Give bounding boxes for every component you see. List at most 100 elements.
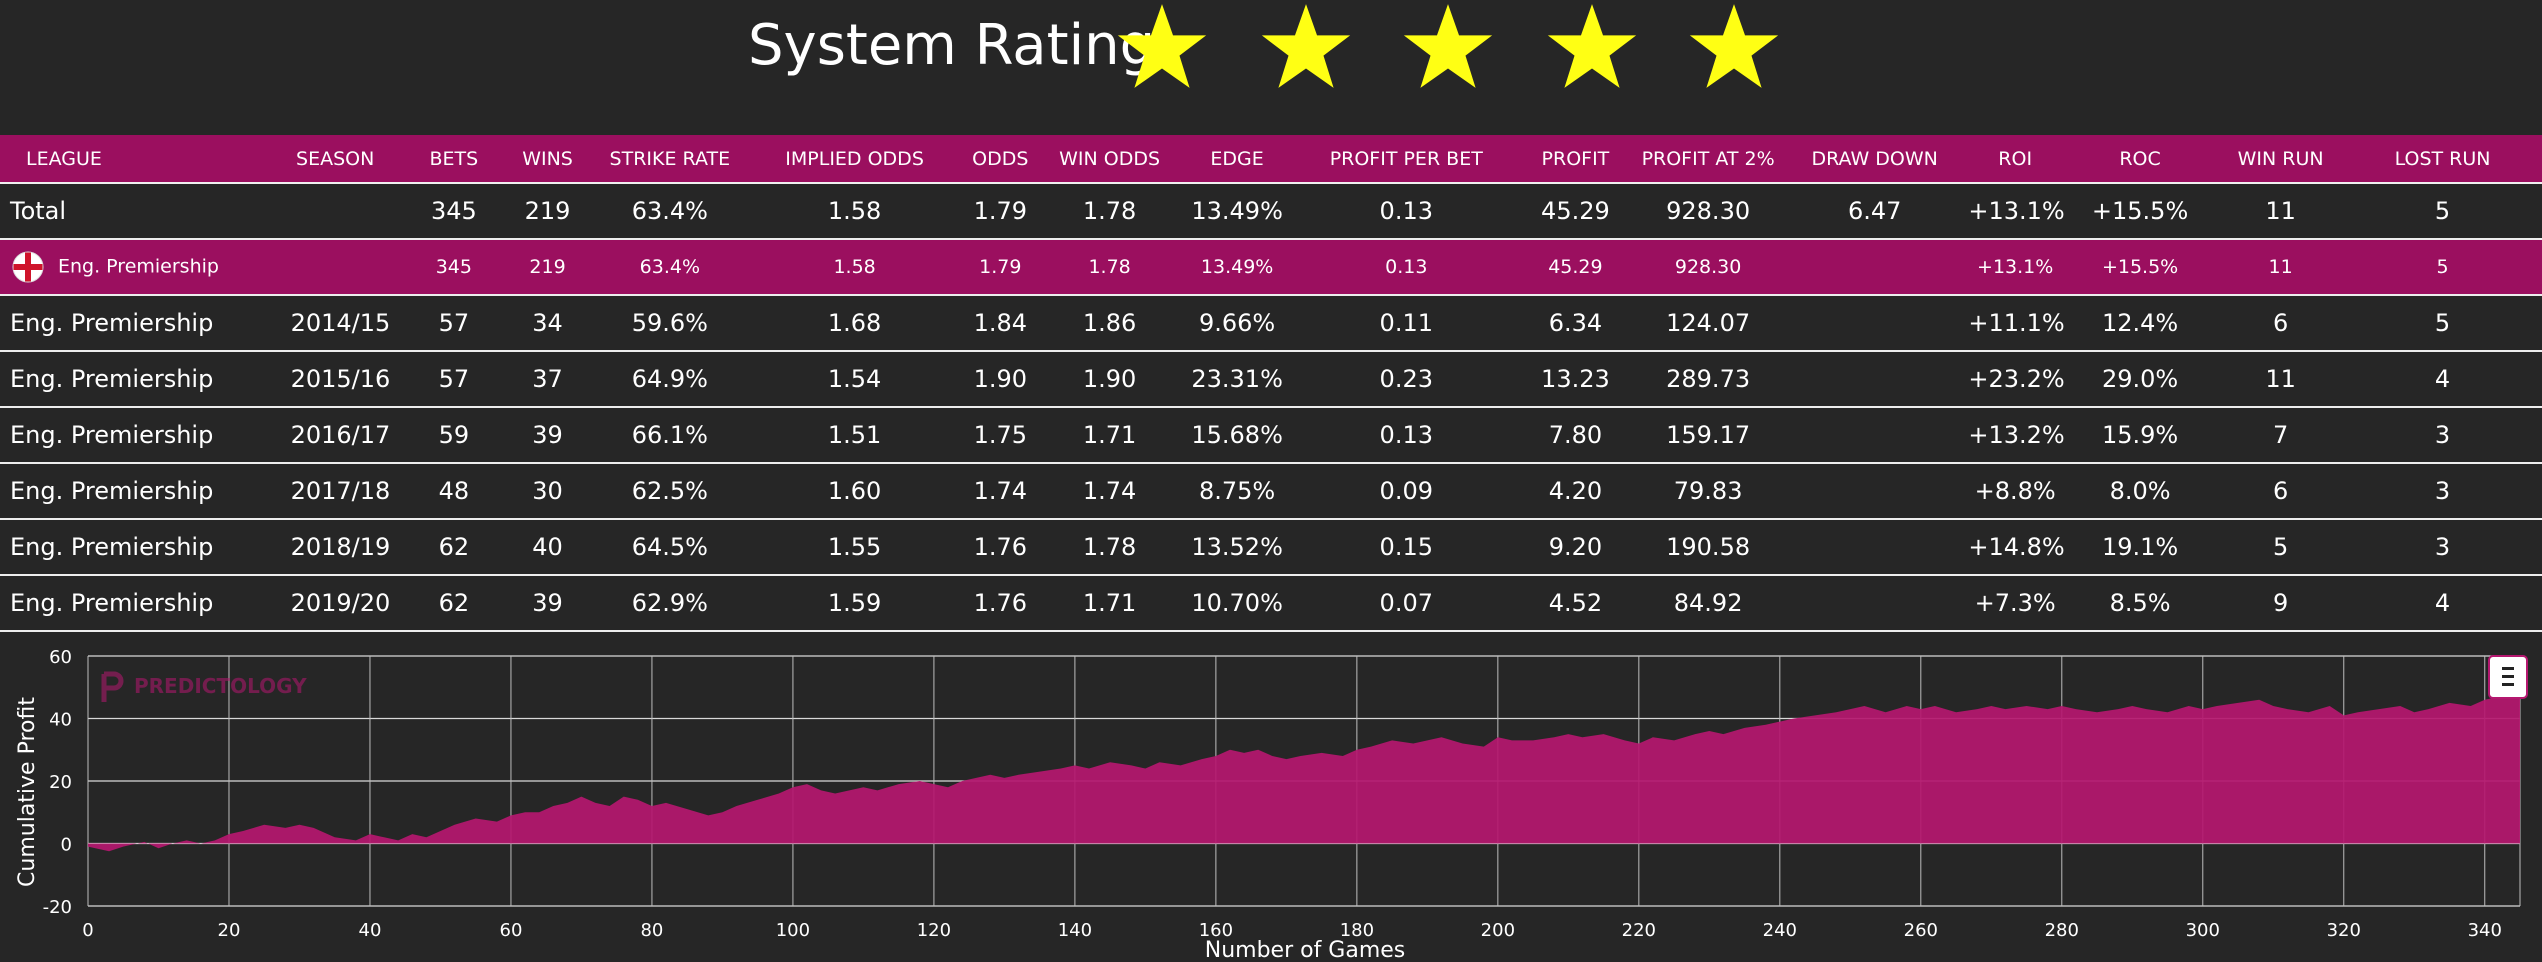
cell-implied-odds: 1.55 [750, 519, 959, 576]
cell-bets: 345 [401, 239, 506, 296]
cell-bets: 57 [401, 351, 506, 408]
cell-profit: 6.34 [1515, 295, 1636, 352]
table-row[interactable]: Eng. Premiership 2019/20 62 39 62.9% 1.59 1.76… [0, 575, 2542, 632]
cell-win-run: 6 [2218, 463, 2344, 520]
profit-area-series [88, 693, 2520, 852]
cell-draw-down: 6.47 [1780, 183, 1969, 240]
column-header-wins[interactable]: WINS [505, 135, 590, 184]
cell-odds: 1.84 [958, 295, 1042, 352]
table-row[interactable]: Eng. Premiership 2014/15 57 34 59.6% 1.68 1.84… [0, 295, 2542, 352]
cell-draw-down [1780, 407, 1969, 464]
column-header-draw-down[interactable]: DRAW DOWN [1780, 135, 1969, 184]
column-header-profit-per-bet[interactable]: PROFIT PER BET [1296, 135, 1516, 184]
cell-profit-at-2: 190.58 [1635, 519, 1781, 576]
cell-wins: 40 [505, 519, 590, 576]
cell-strike-rate: 63.4% [589, 239, 751, 296]
cell-bets: 345 [401, 183, 506, 240]
cell-roc: 12.4% [2062, 295, 2219, 352]
column-header-win-odds[interactable]: WIN ODDS [1041, 135, 1178, 184]
table-row[interactable]: Eng. Premiership 2015/16 57 37 64.9% 1.54 1.90… [0, 351, 2542, 408]
cell-odds: 1.75 [958, 407, 1042, 464]
table-row[interactable]: Eng. Premiership 2016/17 59 39 66.1% 1.51 1.75… [0, 407, 2542, 464]
cell-roi: +13.1% [1968, 183, 2065, 240]
cell-edge: 9.66% [1177, 295, 1297, 352]
cell-edge: 13.49% [1177, 239, 1297, 296]
cell-lost-run: 5 [2343, 295, 2542, 352]
y-tick-label: 0 [61, 835, 72, 856]
cell-roi: +7.3% [1968, 575, 2063, 632]
cell-lost-run: 4 [2343, 575, 2542, 632]
table-row[interactable]: Eng. Premiership 2018/19 62 40 64.5% 1.55 1.76… [0, 519, 2542, 576]
cell-odds: 1.76 [958, 575, 1042, 632]
cell-league: Eng. Premiership [0, 295, 269, 352]
column-header-win-run[interactable]: WIN RUN [2218, 135, 2344, 184]
cell-profit-at-2: 79.83 [1635, 463, 1781, 520]
cell-bets: 57 [401, 295, 506, 352]
column-header-profit[interactable]: PROFIT [1515, 135, 1636, 184]
column-header-implied-odds[interactable]: IMPLIED ODDS [750, 135, 959, 184]
cell-league: Eng. Premiership [0, 519, 269, 576]
cell-strike-rate: 66.1% [589, 407, 751, 464]
y-axis-ticks: -20 0 20 40 60 [43, 647, 72, 918]
cell-season [268, 239, 402, 296]
column-header-bets[interactable]: BETS [401, 135, 506, 184]
x-tick-label: 320 [2327, 920, 2361, 941]
cell-league: Eng. Premiership [0, 351, 269, 408]
star-icon [1546, 2, 1638, 90]
x-tick-label: 300 [2186, 920, 2220, 941]
column-header-season[interactable]: SEASON [268, 135, 402, 184]
cell-draw-down [1780, 519, 1969, 576]
cell-win-odds: 1.74 [1041, 463, 1178, 520]
cell-bets: 48 [401, 463, 506, 520]
cell-odds: 1.76 [958, 519, 1042, 576]
cell-roi: +14.8% [1968, 519, 2065, 576]
cell-draw-down [1780, 351, 1969, 408]
x-tick-label: 180 [1340, 920, 1374, 941]
cell-win-run: 11 [2218, 351, 2344, 408]
cell-roc: +15.5% [2062, 239, 2219, 296]
column-header-strike-rate[interactable]: STRIKE RATE [589, 135, 751, 184]
cell-wins: 34 [505, 295, 590, 352]
column-header-edge[interactable]: EDGE [1177, 135, 1297, 184]
star-icon [1688, 2, 1780, 90]
cell-odds: 1.90 [958, 351, 1042, 408]
cell-edge: 10.70% [1177, 575, 1297, 632]
x-tick-label: 20 [218, 920, 241, 941]
x-axis-label: Number of Games [1205, 938, 1406, 962]
cell-season: 2014/15 [268, 295, 402, 352]
cell-profit-per-bet: 0.09 [1296, 463, 1516, 520]
cell-strike-rate: 63.4% [589, 183, 751, 240]
cell-profit-per-bet: 0.23 [1296, 351, 1516, 408]
cell-lost-run: 3 [2343, 463, 2542, 520]
x-tick-label: 100 [776, 920, 810, 941]
table-row[interactable]: Eng. Premiership 2017/18 48 30 62.5% 1.60 1.74… [0, 463, 2542, 520]
column-header-lost-run[interactable]: LOST RUN [2343, 135, 2542, 184]
star-icon [1116, 2, 1208, 90]
column-header-profit-at-2[interactable]: PROFIT AT 2% [1635, 135, 1781, 184]
cell-league: Eng. Premiership [0, 463, 269, 520]
cell-profit-at-2: 84.92 [1635, 575, 1781, 632]
cell-season: 2016/17 [268, 407, 402, 464]
column-header-roc[interactable]: ROC [2062, 135, 2219, 184]
table-row-league[interactable]: Eng. Premiership 345 219 63.4% 1.58 1.79 1.78 1… [0, 239, 2542, 296]
cell-implied-odds: 1.54 [750, 351, 959, 408]
cell-draw-down [1780, 463, 1969, 520]
table-row-total[interactable]: Total 345 219 63.4% 1.58 1.79 1.78 13.49% 0.13 45… [0, 183, 2542, 240]
column-header-league[interactable]: LEAGUE [0, 135, 269, 184]
column-header-odds[interactable]: ODDS [958, 135, 1042, 184]
cell-season: 2018/19 [268, 519, 402, 576]
cell-roc: 29.0% [2062, 351, 2219, 408]
x-tick-label: 160 [1199, 920, 1233, 941]
cell-strike-rate: 59.6% [589, 295, 751, 352]
cell-wins: 30 [505, 463, 590, 520]
cell-win-run: 5 [2218, 519, 2344, 576]
cell-profit: 45.29 [1515, 183, 1636, 240]
hamburger-menu-icon[interactable] [2488, 655, 2528, 699]
cell-win-odds: 1.86 [1041, 295, 1178, 352]
x-tick-label: 140 [1058, 920, 1092, 941]
cell-edge: 15.68% [1177, 407, 1297, 464]
column-header-roi[interactable]: ROI [1968, 135, 2063, 184]
cell-strike-rate: 62.5% [589, 463, 751, 520]
x-tick-label: 0 [82, 920, 93, 941]
cell-win-odds: 1.78 [1041, 519, 1178, 576]
